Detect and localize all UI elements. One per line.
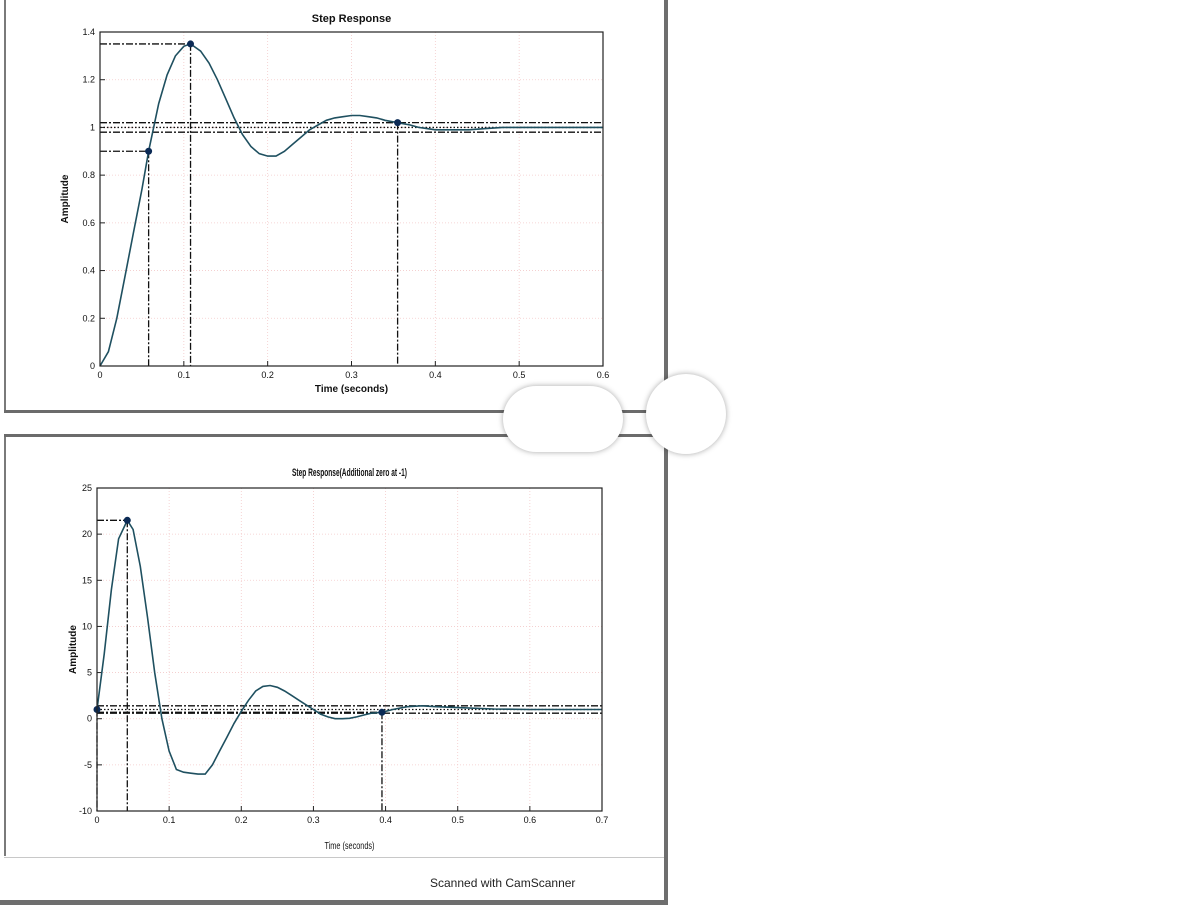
overlay-button[interactable] <box>503 386 623 452</box>
y-tick-label: -5 <box>84 760 92 770</box>
characteristic-point <box>187 40 195 48</box>
y-tick-label: 1.2 <box>82 75 95 85</box>
x-tick-label: 0.7 <box>596 815 609 825</box>
x-tick-label: 0.4 <box>379 815 392 825</box>
x-tick-label: 0 <box>94 815 99 825</box>
overlay-circle-button[interactable] <box>646 374 726 454</box>
footer-divider <box>4 857 664 858</box>
y-tick-label: 0.2 <box>82 313 95 323</box>
x-tick-label: 0.5 <box>451 815 464 825</box>
x-axis-label: Time (seconds) <box>325 841 375 852</box>
scanned-document <box>664 0 668 905</box>
y-tick-label: 10 <box>82 621 92 631</box>
characteristic-point <box>378 708 386 716</box>
page-separator <box>4 410 664 413</box>
x-tick-label: 0.2 <box>261 370 274 380</box>
y-tick-label: 20 <box>82 529 92 539</box>
x-tick-label: 0.3 <box>345 370 358 380</box>
x-tick-label: 0.5 <box>513 370 526 380</box>
x-tick-label: 0.6 <box>524 815 537 825</box>
x-tick-label: 0.1 <box>178 370 191 380</box>
x-tick-label: 0 <box>97 370 102 380</box>
characteristic-point <box>123 516 131 524</box>
y-tick-label: 15 <box>82 575 92 585</box>
chart-1: 0 0.1 0.2 0.3 0.4 0.5 0.6 0 0.2 0.4 0.6 0.8 1 1.2 1.4 S… <box>60 13 609 395</box>
y-tick-label: -10 <box>79 806 92 816</box>
y-tick-label: 0 <box>90 361 95 371</box>
page-edge <box>4 436 6 856</box>
x-tick-label: 0.6 <box>597 370 610 380</box>
plot-frame <box>96 487 603 812</box>
x-tick-label: 0.4 <box>429 370 442 380</box>
page-edge <box>4 0 6 412</box>
y-axis-label: Amplitude <box>68 625 79 674</box>
plot-frame <box>99 31 604 367</box>
y-tick-label: 1.4 <box>82 27 95 37</box>
page-edge <box>0 900 668 905</box>
characteristic-point <box>394 119 402 127</box>
x-axis-label: Time (seconds) <box>315 384 388 395</box>
page-separator <box>4 434 664 437</box>
y-axis-label: Amplitude <box>60 174 71 223</box>
x-tick-label: 0.2 <box>235 815 248 825</box>
y-tick-label: 0.4 <box>82 266 95 276</box>
x-tick-label: 0.1 <box>163 815 176 825</box>
y-tick-label: 0.8 <box>82 170 95 180</box>
y-tick-label: 5 <box>87 668 92 678</box>
chart-title: Step Response <box>312 13 391 25</box>
chart-2: 0 0.1 0.2 0.3 0.4 0.5 0.6 0.7 -10 -5 0 5 10 15 20 25 Ste… <box>68 467 608 852</box>
response-curve <box>99 43 603 367</box>
chart-title: Step Response(Additional zero at -1) <box>292 467 407 479</box>
y-tick-label: 1 <box>90 122 95 132</box>
response-curve <box>96 518 602 775</box>
y-tick-label: 25 <box>82 483 92 493</box>
x-tick-label: 0.3 <box>307 815 320 825</box>
characteristic-point <box>145 147 153 155</box>
scanner-watermark: Scanned with CamScanner <box>430 876 576 890</box>
y-tick-label: 0.6 <box>82 218 95 228</box>
y-tick-label: 0 <box>87 714 92 724</box>
